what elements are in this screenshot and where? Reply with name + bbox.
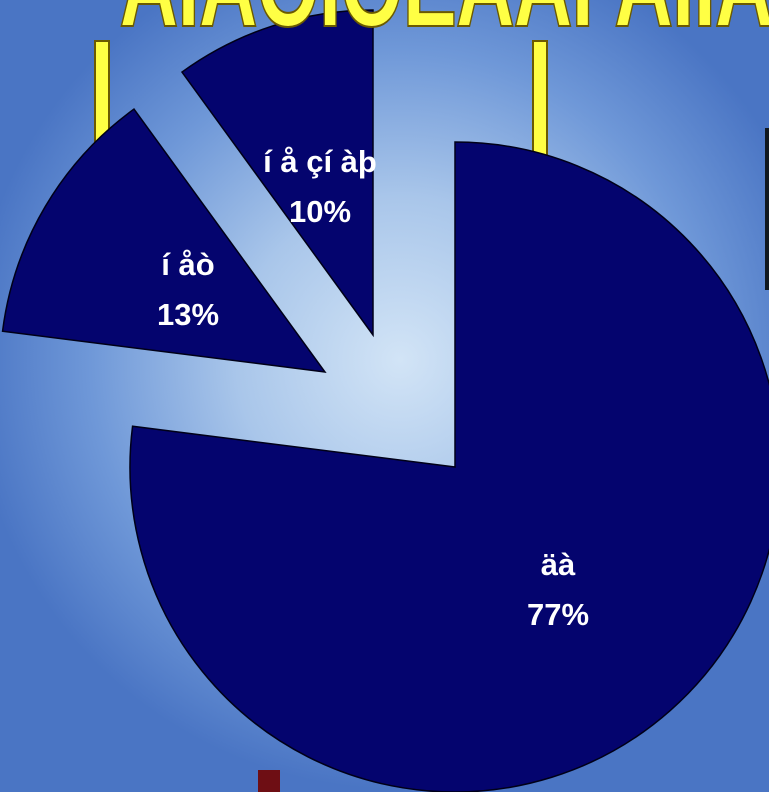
slice-percent-label: 77% <box>527 597 589 632</box>
pie-labels: äà 77% í åò 13% í å çí àþ 10% <box>157 144 589 632</box>
slide-title: ÀÍÁÔÍÖÈÄÀÍ ÀÍÌÄÈÀ <box>119 0 769 47</box>
slice-percent-label: 13% <box>157 297 219 332</box>
edge-bar <box>765 128 769 290</box>
pie-slices <box>1 9 769 792</box>
slice-category-label: í åò <box>161 247 214 282</box>
pie-slice <box>1 108 327 373</box>
slice-percent-label: 10% <box>289 194 351 229</box>
pie-slice <box>129 141 769 792</box>
bottom-decoration <box>258 770 280 792</box>
slice-category-label: äà <box>541 547 576 582</box>
pie-slice <box>180 9 374 338</box>
slice-category-label: í å çí àþ <box>263 144 377 179</box>
